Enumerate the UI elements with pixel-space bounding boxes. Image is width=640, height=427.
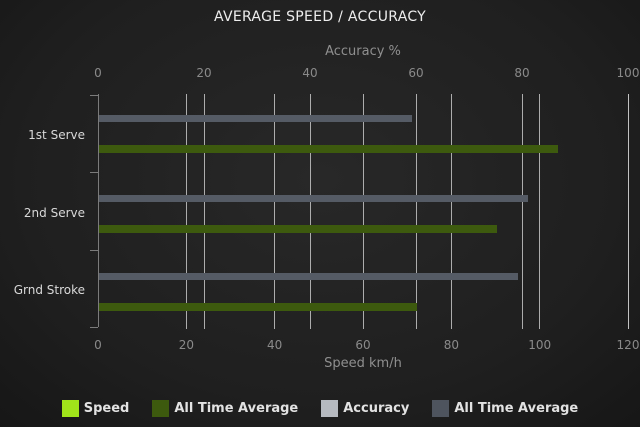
legend-label-speed-0: Speed xyxy=(83,400,130,416)
y-axis-tick-3 xyxy=(90,327,98,328)
speed-gridline-80 xyxy=(450,94,452,329)
legend-swatch-accuracy-2 xyxy=(321,399,339,417)
bottom-tick-label-80: 80 xyxy=(443,338,459,352)
y-axis-tick-1 xyxy=(90,172,98,174)
legend-item-all-time-average-1: All Time Average xyxy=(152,399,299,417)
chart-title: AVERAGE SPEED / ACCURACY xyxy=(213,9,427,25)
bottom-tick-label-120: 120 xyxy=(616,338,640,352)
bar-all-time-average-top-grnd-stroke xyxy=(99,273,518,280)
legend-label-all-time-average-1: All Time Average xyxy=(174,400,299,416)
bottom-tick-label-100: 100 xyxy=(528,338,552,352)
accuracy-gridline-80 xyxy=(521,94,523,329)
y-axis-line xyxy=(98,94,99,327)
speed-gridline-100 xyxy=(539,94,541,329)
legend-label-accuracy-2: Accuracy xyxy=(343,400,410,416)
bar-all-time-average-bottom-2nd-serve xyxy=(99,225,497,233)
bar-all-time-average-top-2nd-serve xyxy=(99,195,529,202)
top-tick-label-60: 60 xyxy=(408,66,424,80)
bottom-tick-label-60: 60 xyxy=(355,338,371,352)
top-tick-label-80: 80 xyxy=(514,66,530,80)
top-tick-label-0: 0 xyxy=(94,66,102,80)
top-tick-label-100: 100 xyxy=(616,66,640,80)
bottom-tick-label-0: 0 xyxy=(94,338,102,352)
legend-item-all-time-average-3: All Time Average xyxy=(432,399,579,417)
top-tick-label-20: 20 xyxy=(196,66,212,80)
bar-all-time-average-top-1st-serve xyxy=(99,115,412,122)
category-label-1st-serve: 1st Serve xyxy=(28,128,85,142)
accuracy-gridline-100 xyxy=(627,94,629,329)
accuracy-gridline-20 xyxy=(203,94,205,329)
legend: Speed All Time Average Accuracy All Time Av… xyxy=(0,397,640,419)
category-label-2nd-serve: 2nd Serve xyxy=(23,206,85,220)
accuracy-gridline-60 xyxy=(415,94,417,329)
top-axis-title: Accuracy % xyxy=(325,44,401,59)
speed-gridline-60 xyxy=(362,94,364,329)
legend-item-speed-0: Speed xyxy=(61,399,130,417)
bottom-tick-label-20: 20 xyxy=(178,338,194,352)
legend-item-accuracy-2: Accuracy xyxy=(321,399,410,417)
top-tick-label-40: 40 xyxy=(302,66,318,80)
legend-swatch-all-time-average-3 xyxy=(432,399,450,417)
legend-swatch-all-time-average-1 xyxy=(152,399,170,417)
accuracy-gridline-40 xyxy=(309,94,311,329)
bottom-axis-title: Speed km/h xyxy=(324,356,402,371)
legend-label-all-time-average-3: All Time Average xyxy=(454,400,579,416)
y-axis-tick-2 xyxy=(90,249,98,251)
bottom-tick-label-40: 40 xyxy=(267,338,283,352)
bar-all-time-average-bottom-1st-serve xyxy=(99,145,559,153)
bar-all-time-average-bottom-grnd-stroke xyxy=(99,303,417,311)
category-label-grnd-stroke: Grnd Stroke xyxy=(13,283,85,297)
speed-gridline-20 xyxy=(185,94,187,329)
speed-gridline-40 xyxy=(274,94,276,329)
legend-swatch-speed-0 xyxy=(61,399,79,417)
y-axis-tick-0 xyxy=(90,95,98,96)
